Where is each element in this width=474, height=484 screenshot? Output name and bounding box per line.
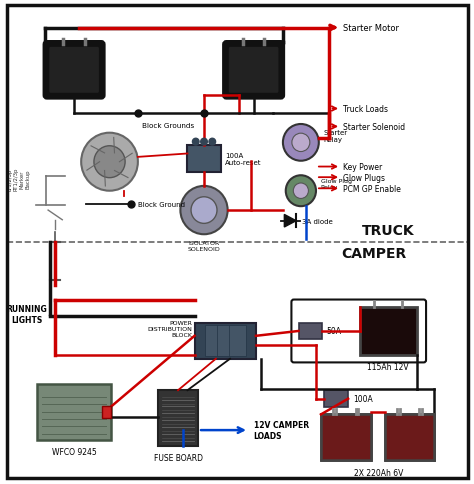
FancyBboxPatch shape bbox=[325, 391, 348, 408]
Text: WFCO 9245: WFCO 9245 bbox=[52, 447, 97, 456]
FancyBboxPatch shape bbox=[299, 323, 322, 340]
Text: TRUCK: TRUCK bbox=[362, 224, 415, 238]
Text: LT1/2/3p
RT1/2/3p
Marker
Backup: LT1/2/3p RT1/2/3p Marker Backup bbox=[8, 167, 30, 191]
FancyBboxPatch shape bbox=[49, 48, 99, 93]
Text: Block Ground: Block Ground bbox=[138, 201, 185, 207]
Text: Truck Loads: Truck Loads bbox=[343, 105, 388, 114]
FancyBboxPatch shape bbox=[360, 307, 417, 355]
Text: Starter Motor: Starter Motor bbox=[343, 24, 400, 33]
Text: Starter
Relay: Starter Relay bbox=[324, 129, 347, 142]
Text: POWER
DISTRIBUTION
BLOCK: POWER DISTRIBUTION BLOCK bbox=[147, 320, 192, 337]
Text: Glow Plug
Relay: Glow Plug Relay bbox=[321, 179, 352, 189]
FancyBboxPatch shape bbox=[385, 414, 434, 460]
Circle shape bbox=[283, 125, 319, 161]
Circle shape bbox=[292, 134, 310, 152]
Text: 3A diode: 3A diode bbox=[302, 218, 333, 224]
FancyBboxPatch shape bbox=[321, 414, 371, 460]
FancyBboxPatch shape bbox=[44, 43, 104, 99]
Circle shape bbox=[286, 176, 316, 207]
Circle shape bbox=[94, 147, 125, 178]
Text: 100A
Auto-reset: 100A Auto-reset bbox=[225, 152, 262, 166]
Text: 12V CAMPER
LOADS: 12V CAMPER LOADS bbox=[254, 421, 309, 440]
FancyBboxPatch shape bbox=[224, 43, 283, 99]
FancyBboxPatch shape bbox=[385, 414, 434, 460]
Text: RUNNING
LIGHTS: RUNNING LIGHTS bbox=[7, 305, 47, 324]
Circle shape bbox=[293, 183, 309, 199]
Text: Block Grounds: Block Grounds bbox=[143, 123, 195, 129]
FancyBboxPatch shape bbox=[229, 48, 278, 93]
FancyBboxPatch shape bbox=[194, 323, 256, 359]
Text: Starter Solenoid: Starter Solenoid bbox=[343, 122, 406, 132]
FancyBboxPatch shape bbox=[228, 325, 246, 357]
FancyBboxPatch shape bbox=[188, 146, 220, 172]
Text: FUSE BOARD: FUSE BOARD bbox=[154, 453, 202, 462]
Circle shape bbox=[81, 134, 138, 191]
Text: 100A: 100A bbox=[353, 394, 373, 403]
Text: Key Power: Key Power bbox=[343, 163, 383, 172]
Circle shape bbox=[192, 139, 199, 146]
FancyBboxPatch shape bbox=[158, 391, 198, 446]
Text: Glow Plugs: Glow Plugs bbox=[343, 173, 385, 182]
Circle shape bbox=[209, 139, 216, 146]
FancyBboxPatch shape bbox=[205, 325, 222, 357]
FancyBboxPatch shape bbox=[102, 406, 111, 418]
Circle shape bbox=[181, 186, 228, 235]
Circle shape bbox=[201, 139, 207, 146]
Text: 115Ah 12V: 115Ah 12V bbox=[367, 363, 409, 372]
Circle shape bbox=[191, 197, 217, 224]
FancyBboxPatch shape bbox=[217, 325, 234, 357]
Text: CAMPER: CAMPER bbox=[341, 246, 407, 260]
FancyBboxPatch shape bbox=[321, 414, 371, 460]
FancyBboxPatch shape bbox=[37, 384, 111, 439]
Text: PCM GP Enable: PCM GP Enable bbox=[343, 184, 401, 194]
Text: 50A: 50A bbox=[327, 327, 342, 336]
Text: ISOLATOR
SOLENOID: ISOLATOR SOLENOID bbox=[188, 241, 220, 251]
Polygon shape bbox=[284, 215, 296, 227]
Text: 2X 220Ah 6V: 2X 220Ah 6V bbox=[354, 468, 403, 477]
